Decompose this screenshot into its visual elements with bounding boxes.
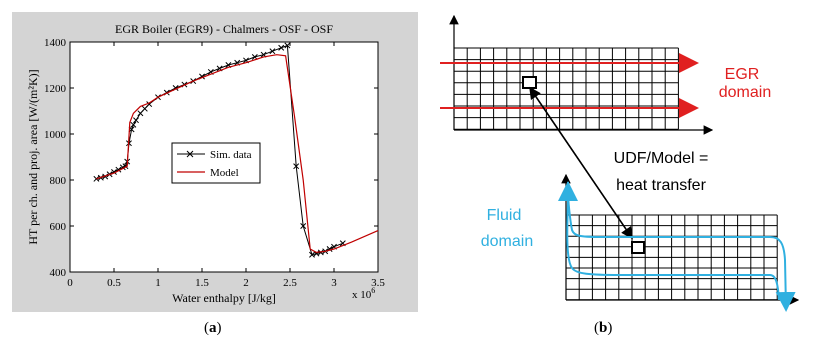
legend-box: [171, 142, 261, 184]
x-tick-label: 3: [331, 277, 337, 289]
chart-panel: EGR Boiler (EGR9) - Chalmers - OSF - OSF…: [12, 12, 418, 312]
legend-label-sim: Sim. data: [210, 149, 252, 161]
data-point: [133, 117, 139, 124]
series-layer: [93, 42, 379, 258]
data-point: [300, 223, 307, 229]
data-point: [269, 48, 276, 55]
fluid-flow-lower: [566, 182, 780, 301]
udf-label-line2: heat transfer: [616, 177, 707, 194]
data-point: [293, 163, 300, 170]
series-line-model: [96, 54, 379, 254]
data-point: [278, 44, 285, 51]
x-axis-multiplier: x 106: [352, 286, 375, 301]
y-tick-label: 600: [50, 221, 67, 233]
udf-label-line1: UDF/Model =: [614, 150, 709, 167]
axis-ticks: 0 0.5 1 1.5 2 2.5 3 3.5 400 600 800 1000 1200 1400: [44, 37, 385, 289]
caption-a: (a): [204, 320, 222, 336]
egr-label-line1: EGR: [725, 66, 760, 83]
y-tick-label: 1400: [44, 37, 67, 49]
chart-title: EGR Boiler (EGR9) - Chalmers - OSF - OSF: [115, 22, 333, 36]
x-axis-label: Water enthalpy [J/kg]: [172, 291, 276, 305]
y-tick-label: 400: [50, 267, 67, 279]
x-tick-label: 2: [243, 277, 249, 289]
egr-grid: [453, 47, 679, 130]
data-point: [93, 175, 100, 182]
x-tick-label: 2.5: [283, 277, 297, 289]
y-tick-label: 800: [50, 175, 67, 187]
fluid-label-line1: Fluid: [487, 207, 522, 224]
diagram-panel: EGR domain UDF/Model = heat transfer Flu…: [440, 14, 800, 312]
x-tick-label: 3.5: [371, 277, 385, 289]
legend-label-model: Model: [210, 167, 239, 179]
data-point: [130, 121, 137, 128]
fluid-cell-highlight: [631, 241, 645, 254]
x-tick-label: 1: [155, 277, 161, 289]
caption-b: (b): [594, 320, 613, 336]
fluid-flow-upper: [567, 191, 796, 312]
y-axis-label: HT per ch. and proj. area [W/(m²K)]: [26, 69, 40, 244]
data-point: [284, 42, 291, 49]
y-tick-label: 1000: [44, 129, 67, 141]
coupling-arrow-up: [529, 86, 633, 239]
legend: Sim. data Model: [171, 142, 261, 184]
x-tick-label: 0.5: [107, 277, 121, 289]
data-point: [137, 110, 144, 117]
fluid-label-line2: domain: [481, 233, 533, 250]
data-point: [309, 251, 315, 258]
egr-cell-highlight: [522, 76, 537, 89]
x-tick-label: 1.5: [195, 277, 209, 289]
y-tick-label: 1200: [44, 83, 67, 95]
fluid-grid: [565, 214, 778, 301]
egr-label-line2: domain: [719, 84, 771, 101]
legend-marker-x: [186, 150, 194, 158]
x-tick-label: 0: [67, 277, 73, 289]
data-point: [141, 105, 148, 112]
